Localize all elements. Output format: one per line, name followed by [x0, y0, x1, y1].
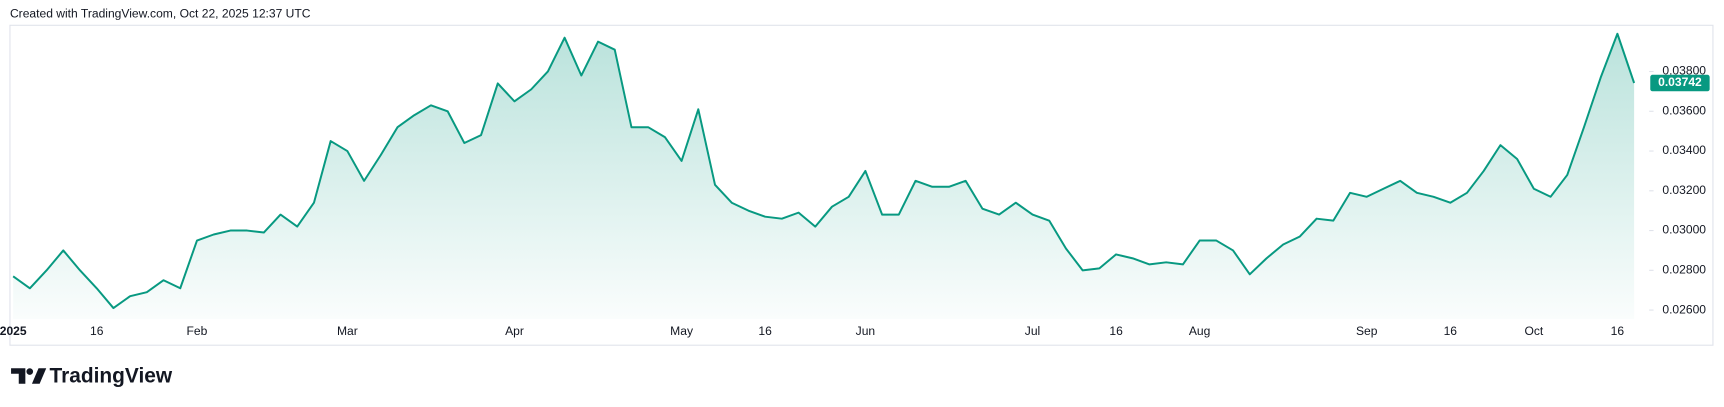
- x-tick-label: 16: [1109, 324, 1123, 338]
- credit: Created with TradingView.com, Oct 22, 20…: [10, 6, 311, 20]
- x-tick-label: May: [670, 324, 694, 338]
- y-tick-label: 0.03200: [1662, 183, 1706, 197]
- x-tick-label: 2025: [0, 324, 27, 338]
- y-tick-label: 0.03800: [1662, 64, 1706, 78]
- line: [12, 32, 1636, 310]
- chart-frame: [9, 24, 1714, 346]
- x-tick-label: 16: [90, 324, 104, 338]
- y-tick-label: 0.02600: [1662, 302, 1706, 316]
- x-tick-label: Aug: [1189, 324, 1211, 338]
- last-price-label: 0.03742: [1658, 75, 1702, 89]
- area: [13, 33, 1635, 319]
- x-tick-label: Jun: [856, 324, 875, 338]
- brand: TradingView: [50, 365, 173, 388]
- x-tick-label: Apr: [505, 324, 524, 338]
- x-tick-label: Jul: [1025, 324, 1040, 338]
- x-tick-label: Mar: [337, 324, 358, 338]
- x-tick-label: 16: [758, 324, 772, 338]
- x-tick-label: Sep: [1356, 324, 1378, 338]
- logo-icon: [11, 368, 47, 384]
- y-tick-label: 0.03000: [1662, 223, 1706, 237]
- x-tick-label: Feb: [187, 324, 208, 338]
- y-tick-label: 0.03400: [1662, 143, 1706, 157]
- x-tick-label: 16: [1611, 324, 1625, 338]
- last-price-box: [1650, 74, 1710, 92]
- x-tick-label: 16: [1444, 324, 1458, 338]
- y-tick-label: 0.02800: [1662, 263, 1706, 277]
- y-tick-label: 0.03600: [1662, 103, 1706, 117]
- x-tick-label: Oct: [1524, 324, 1543, 338]
